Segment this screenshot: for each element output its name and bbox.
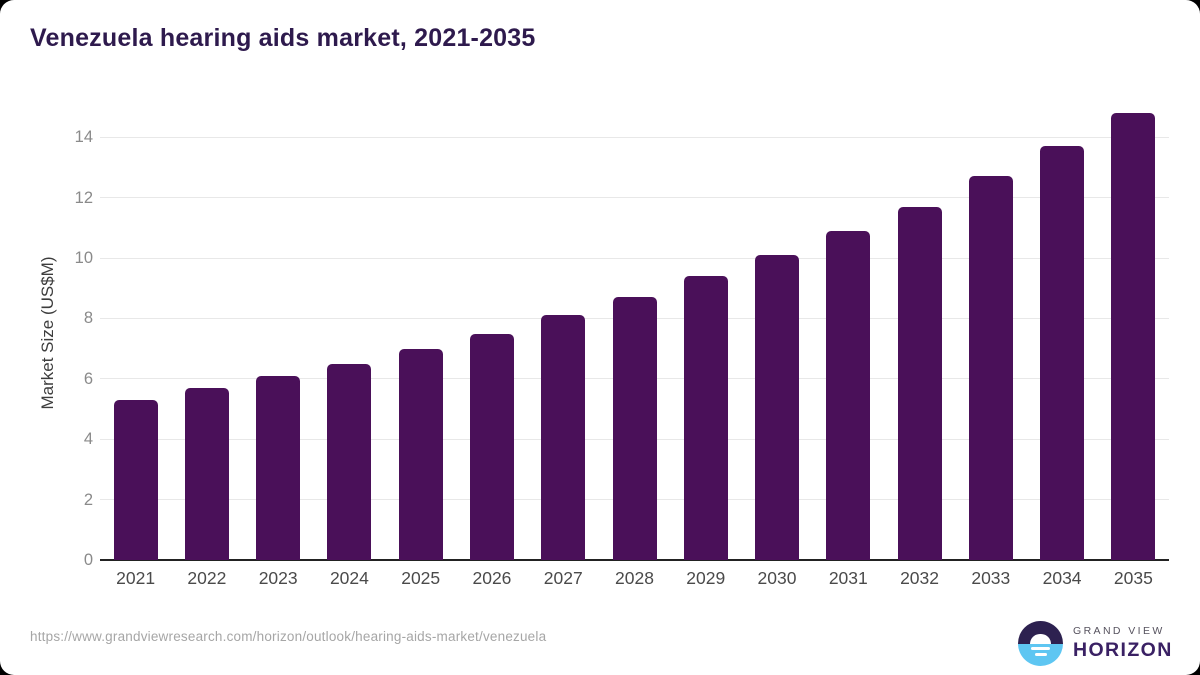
x-tick-label-2030: 2030 [757,568,797,588]
x-axis-line [100,559,1169,561]
logo-sky-half [1018,621,1063,644]
logo-sun-arch [1030,633,1051,644]
x-tick-label-2031: 2031 [828,568,868,588]
bar-2035 [1111,113,1156,560]
y-tick-label-14: 14 [74,128,93,147]
bar-2029 [683,276,728,560]
bar-2024 [327,363,372,560]
source-url: https://www.grandviewresearch.com/horizo… [30,629,547,644]
bar-2034 [1040,146,1085,560]
x-tick-label-2035: 2035 [1113,568,1153,588]
bar-2032 [897,206,942,560]
gridline-12 [100,197,1169,199]
bar-2026 [469,333,514,560]
x-tick-label-2022: 2022 [187,568,227,588]
y-tick-label-0: 0 [83,551,93,569]
bar-2021 [113,399,158,560]
grand-view-horizon-logo: GRAND VIEW HORIZON [1018,621,1173,666]
x-tick-label-2023: 2023 [258,568,298,588]
logo-text: GRAND VIEW HORIZON [1073,625,1173,662]
bar-2028 [612,297,657,560]
horizon-sun-icon [1018,621,1063,666]
logo-text-horizon: HORIZON [1073,639,1173,661]
bar-2022 [184,387,229,560]
bar-2023 [256,375,301,560]
page-title: Venezuela hearing aids market, 2021-2035 [30,24,536,52]
y-tick-label-10: 10 [74,249,93,267]
x-tick-label-2024: 2024 [329,568,369,588]
x-tick-label-2028: 2028 [615,568,654,588]
logo-reflection-bar-1 [1031,646,1050,650]
bar-2033 [968,176,1013,560]
y-tick-label-6: 6 [83,369,93,388]
plot-area [100,104,1169,561]
gridline-10 [100,257,1169,259]
x-tick-label-2029: 2029 [686,568,726,588]
x-tick-label-2025: 2025 [401,568,441,588]
y-tick-label-4: 4 [83,430,93,449]
y-tick-label-2: 2 [83,490,93,509]
x-tick-label-2032: 2032 [900,568,940,588]
x-tick-label-2021: 2021 [116,568,156,588]
bar-2030 [755,255,800,560]
x-tick-label-2026: 2026 [472,568,512,588]
bar-2031 [826,230,871,560]
bar-2025 [398,348,443,560]
y-tick-label-8: 8 [83,309,93,328]
x-tick-label-2034: 2034 [1042,568,1082,588]
y-tick-label-12: 12 [74,188,93,207]
logo-text-grand-view: GRAND VIEW [1073,625,1165,637]
logo-reflection-bar-2 [1034,652,1047,656]
bar-2027 [541,315,586,560]
x-tick-label-2027: 2027 [543,568,583,588]
x-tick-label-2033: 2033 [971,568,1011,588]
gridline-14 [100,136,1169,138]
